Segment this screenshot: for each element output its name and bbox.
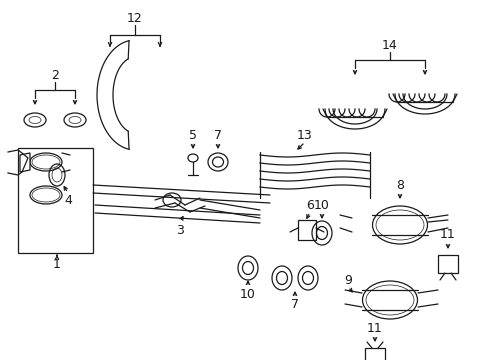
- Bar: [364, 348, 384, 360]
- Text: 1: 1: [53, 258, 61, 271]
- Text: 10: 10: [240, 288, 255, 302]
- Text: 5: 5: [189, 129, 197, 141]
- Text: 2: 2: [51, 68, 59, 81]
- Text: 10: 10: [313, 198, 329, 212]
- Text: 7: 7: [214, 129, 222, 141]
- Text: 14: 14: [381, 39, 397, 51]
- Text: 6: 6: [305, 198, 313, 212]
- Text: 11: 11: [439, 229, 455, 242]
- Polygon shape: [20, 153, 30, 172]
- Text: 8: 8: [395, 179, 403, 192]
- Bar: [437, 255, 457, 273]
- Text: 9: 9: [344, 274, 351, 287]
- Bar: [297, 220, 315, 240]
- Text: 7: 7: [290, 298, 298, 311]
- Text: 12: 12: [127, 12, 142, 24]
- Text: 4: 4: [64, 194, 72, 207]
- Bar: [18, 148, 93, 253]
- Text: 13: 13: [297, 129, 312, 141]
- Text: 11: 11: [366, 321, 382, 334]
- Text: 3: 3: [176, 224, 183, 237]
